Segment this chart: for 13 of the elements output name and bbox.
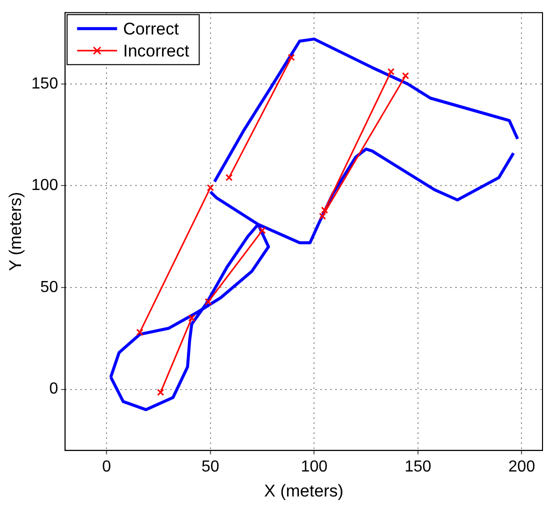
x-tick-label: 200 (508, 458, 536, 476)
y-tick-label: 50 (40, 278, 58, 296)
legend-label: Correct (123, 19, 180, 38)
x-axis-title: X (meters) (264, 481, 344, 500)
y-tick-label: 150 (31, 75, 58, 92)
x-tick-label: 150 (404, 458, 432, 476)
y-tick-label: 0 (49, 380, 58, 398)
x-tick-label: 50 (201, 458, 220, 476)
x-tick-label: 0 (102, 458, 112, 476)
x-tick-label: 100 (300, 458, 328, 476)
y-axis-title: Y (meters) (6, 192, 25, 272)
y-tick-label: 100 (31, 177, 58, 194)
legend-label: Incorrect (123, 41, 190, 60)
